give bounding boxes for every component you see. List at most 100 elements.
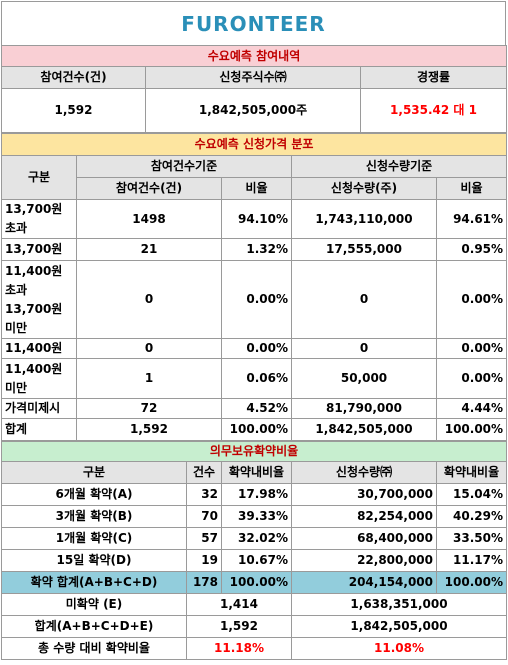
value-cell: 0.95% [435,238,508,261]
value-cell: 70 [186,505,222,528]
row-label: 합계(A+B+C+D+E) [1,615,187,638]
value-cell: 0.00% [435,260,508,339]
value-cell: 1 [76,358,222,399]
row-label: 13,700원 초과 [1,199,77,239]
value-cell: 100.00% [435,571,508,594]
value-cell: 22,800,000 [291,549,437,572]
value-cell: 11.08% [290,637,508,660]
value-cell: 94.10% [221,199,292,239]
header-cell: 비율 [221,177,292,200]
row-label: 11,400원 [1,338,77,359]
row-label: 13,700원 [1,238,77,261]
row-label: 11,400원 미만 [1,358,77,399]
row: 참여건수(건) 비율 신청수량(주) 비율 [2,177,508,200]
value-cell: 17.98% [221,483,292,506]
row: 합계(A+B+C+D+E) 1,592 1,842,505,000 [1,615,508,638]
value-cell: 68,400,000 [291,527,437,550]
value-cell: 1,592 [76,418,222,441]
value-cell: 94.61% [435,199,508,239]
value-cell: 11.17% [435,549,508,572]
row: 13,700원 21 1.32% 17,555,000 0.95% [1,238,508,261]
value-cell: 81,790,000 [291,398,437,419]
row-label: 가격미제시 [1,398,77,419]
row: 참여건수(건) 신청주식수㈜ 경쟁률 [1,66,508,89]
section-title: 의무보유확약비율 [0,441,508,462]
row-label: 미확약 (E) [1,593,187,616]
value-cell: 0 [76,338,222,359]
row: 구분 건수 확약내비율 신청수량㈜ 확약내비율 [1,461,508,484]
row: 구분 참여건수기준 신청수량기준 [1,155,508,200]
row: 1,592 1,842,505,000주 1,535.42 대 1 [1,88,508,133]
value-cell: 178 [186,571,222,594]
value-cell: 39.33% [221,505,292,528]
value-cell: 15.04% [435,483,508,506]
value-cell: 72 [76,398,222,419]
value-cell: 57 [186,527,222,550]
row: 수요예측 신청가격 분포 [0,133,508,156]
header-cell: 경쟁률 [359,66,508,89]
row-label: 1개월 확약(C) [1,527,187,550]
header-cell: 신청수량기준 [290,155,508,178]
value-cell: 33.50% [435,527,508,550]
value-cell: 32.02% [221,527,292,550]
row-label: 총 수량 대비 확약비율 [1,637,187,660]
value-cell: 1,842,505,000 [291,418,437,441]
value-cell: 11.18% [186,637,292,660]
value-cell: 40.29% [435,505,508,528]
value-cell: 1,414 [186,593,292,616]
price-distribution-table: 수요예측 신청가격 분포 구분 참여건수기준 신청수량기준 참여건수(건) 비율 신청수량(… [0,133,508,441]
value-cell: 1.32% [221,238,292,261]
header-cell: 확약내비율 [221,461,292,484]
value-cell: 32 [186,483,222,506]
header-cell: 참여건수(건) [1,66,146,89]
row-label: 6개월 확약(A) [1,483,187,506]
section-title: 수요예측 신청가격 분포 [0,133,508,156]
row: 의무보유확약비율 [0,441,508,462]
value-cell: 0.00% [435,358,508,399]
row: 합계 1,592 100.00% 1,842,505,000 100.00% [1,418,508,441]
value-cell: 1498 [76,199,222,239]
row: 확약 합계(A+B+C+D) 178 100.00% 204,154,000 100.0… [1,571,508,594]
value-cell: 100.00% [221,571,292,594]
value-cell: 100.00% [435,418,508,441]
header-cell: 신청수량㈜ [291,461,437,484]
value-cell: 0 [291,338,437,359]
section-title: 수요예측 참여내역 [0,45,508,67]
value-cell: 1,842,505,000 [290,615,508,638]
header-cell: 참여건수(건) [76,177,222,200]
value-cell: 1,592 [186,615,292,638]
value-cell: 0 [291,260,437,339]
row: 미확약 (E) 1,414 1,638,351,000 [1,593,508,616]
value-cell: 10.67% [221,549,292,572]
logo: FURONTEER [1,1,506,45]
header-cell: 확약내비율 [435,461,508,484]
value-cell: 0 [76,260,222,339]
row-label: 합계 [1,418,77,441]
value-cell: 1,592 [1,88,146,133]
value-cell: 30,700,000 [291,483,437,506]
header-cell: 신청주식수㈜ [145,66,361,89]
value-cell: 0.00% [435,338,508,359]
value-cell: 17,555,000 [291,238,437,261]
header-cell: 비율 [435,177,508,200]
row: 3개월 확약(B) 70 39.33% 82,254,000 40.29% [1,505,508,528]
header-cell: 참여건수기준 [76,155,292,178]
value-cell: 0.06% [221,358,292,399]
row: 수요예측 참여내역 [0,45,508,67]
row-label: 3개월 확약(B) [1,505,187,528]
value-cell: 1,743,110,000 [291,199,437,239]
row: 1개월 확약(C) 57 32.02% 68,400,000 33.50% [1,527,508,550]
value-cell: 19 [186,549,222,572]
header-cell: 구분 [1,461,187,484]
value-cell: 0.00% [221,338,292,359]
header-cell: 구분 [1,155,77,200]
row-label: 확약 합계(A+B+C+D) [1,571,187,594]
value-cell: 1,842,505,000주 [145,88,361,133]
value-cell: 1,535.42 대 1 [359,88,508,133]
value-cell: 21 [76,238,222,261]
value-cell: 50,000 [291,358,437,399]
row: 가격미제시 72 4.52% 81,790,000 4.44% [1,398,508,419]
row: 13,700원 초과 1498 94.10% 1,743,110,000 94.61% [1,199,508,239]
value-cell: 4.44% [435,398,508,419]
